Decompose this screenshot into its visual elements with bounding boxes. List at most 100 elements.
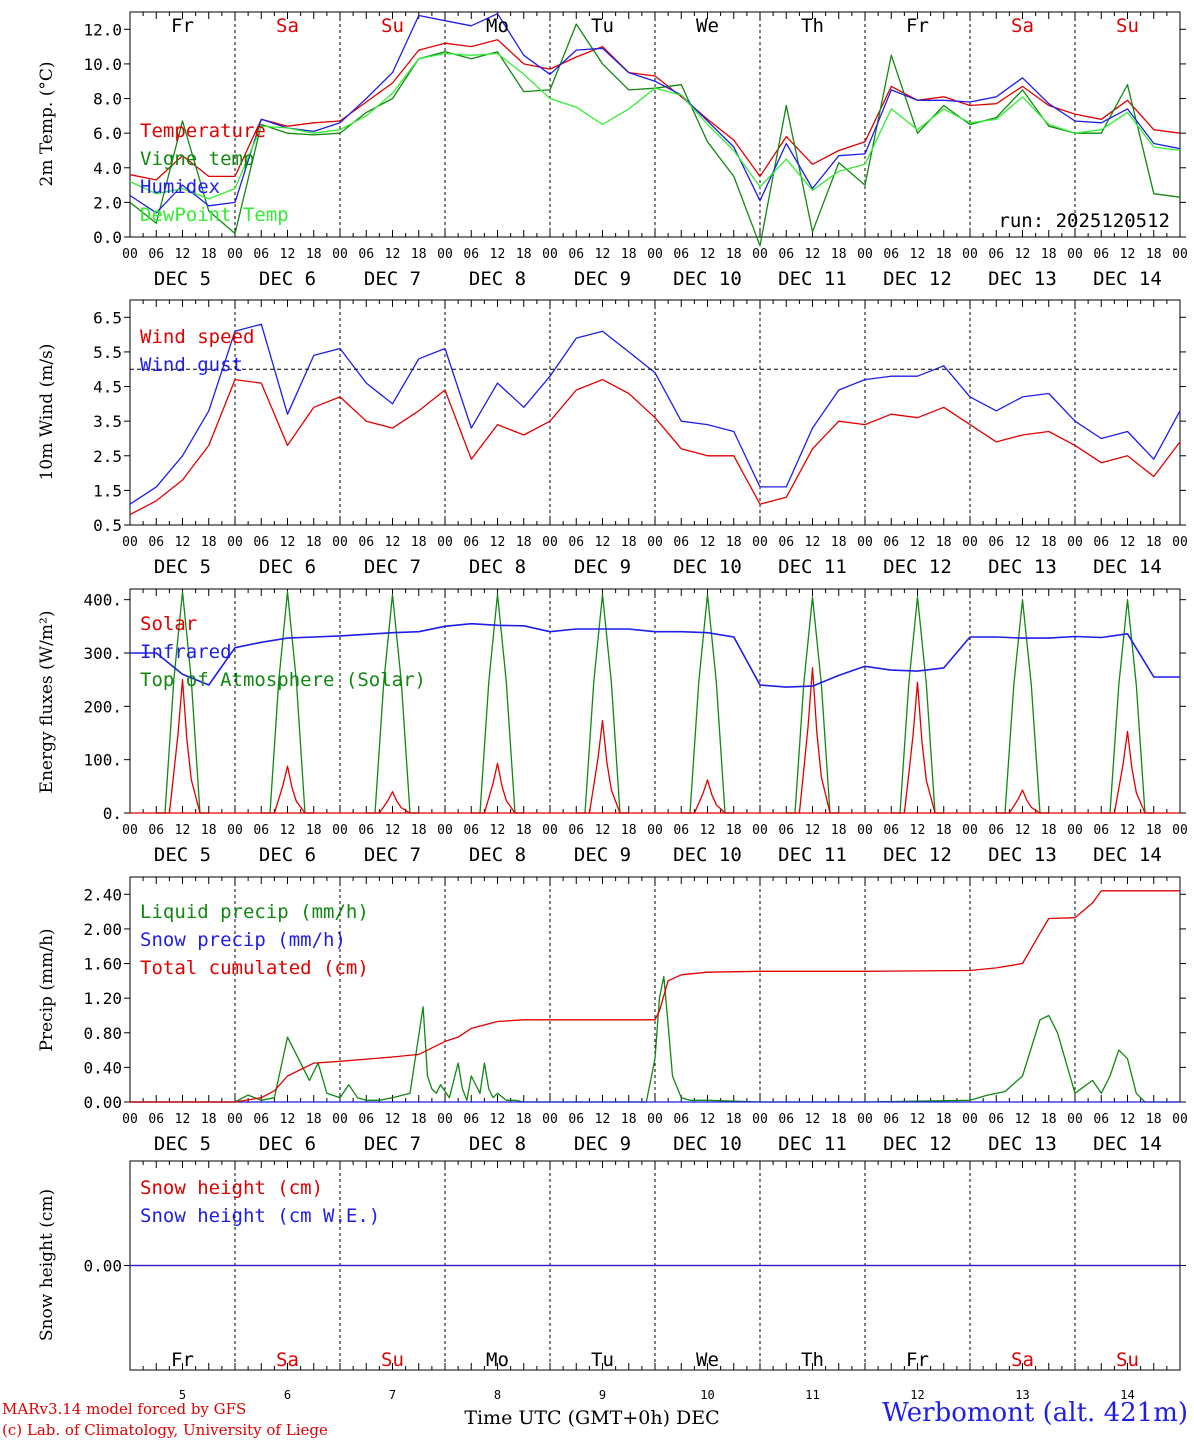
hour-label: 00 xyxy=(542,247,558,262)
legend-dewpoint-temp: DewPoint Temp xyxy=(140,204,289,226)
solar-line xyxy=(366,791,419,814)
hour-label: 12 xyxy=(175,535,191,550)
date-label: DEC 10 xyxy=(673,556,742,578)
date-label: DEC 7 xyxy=(364,844,421,866)
hour-label: 00 xyxy=(1067,1112,1083,1127)
hour-label: 12 xyxy=(595,535,611,550)
hour-label: 00 xyxy=(1067,535,1083,550)
legend-snow-height-cm: Snow height (cm) xyxy=(140,1177,323,1199)
hour-label: 12 xyxy=(1015,1112,1031,1127)
hour-label: 18 xyxy=(1041,535,1057,550)
hour-label: 18 xyxy=(621,1112,637,1127)
hour-label: 06 xyxy=(778,247,794,262)
hour-label: 12 xyxy=(1120,1112,1136,1127)
y-tick-label: 2.40 xyxy=(83,885,122,904)
y-tick-label: 1.5 xyxy=(93,481,122,500)
hour-label: 12 xyxy=(385,535,401,550)
hour-label: 12 xyxy=(1015,247,1031,262)
day-name: Fr xyxy=(906,15,929,37)
hour-label: 18 xyxy=(516,1112,532,1127)
hour-label: 12 xyxy=(490,535,506,550)
hour-label: 00 xyxy=(437,1112,453,1127)
hour-label: 12 xyxy=(385,823,401,838)
hour-label: 18 xyxy=(1041,247,1057,262)
legend-snow-height-cm-w-e: Snow height (cm W.E.) xyxy=(140,1205,380,1227)
date-label: DEC 8 xyxy=(469,1133,526,1155)
hour-label: 06 xyxy=(463,823,479,838)
day-name: Fr xyxy=(171,15,194,37)
date-label: DEC 9 xyxy=(574,268,631,290)
hour-label: 18 xyxy=(1146,823,1162,838)
hour-label: 06 xyxy=(673,247,689,262)
day-name: Sa xyxy=(1011,15,1034,37)
date-label: DEC 5 xyxy=(154,844,211,866)
legend-wind-speed: Wind speed xyxy=(140,326,254,348)
hour-label: 06 xyxy=(253,247,269,262)
hour-label: 12 xyxy=(805,1112,821,1127)
legend-wind-gust: Wind gust xyxy=(140,354,243,376)
date-label: DEC 9 xyxy=(574,1133,631,1155)
date-label: DEC 12 xyxy=(883,844,952,866)
y-tick-label: 3.5 xyxy=(93,412,122,431)
y-axis-title: Precip (mm/h) xyxy=(37,928,57,1051)
day-name: Fr xyxy=(906,1349,929,1371)
hour-label: 12 xyxy=(910,1112,926,1127)
hour-label: 12 xyxy=(175,823,191,838)
hour-label: 06 xyxy=(463,535,479,550)
date-label: DEC 6 xyxy=(259,268,316,290)
hour-label: 06 xyxy=(988,535,1004,550)
humidex-line xyxy=(129,13,1181,214)
hour-label: 18 xyxy=(1041,1112,1057,1127)
date-label: DEC 12 xyxy=(883,1133,952,1155)
hour-label: 12 xyxy=(280,823,296,838)
hour-label: 12 xyxy=(910,535,926,550)
hour-label: 18 xyxy=(306,535,322,550)
day-name: Su xyxy=(1116,1349,1139,1371)
date-label: DEC 6 xyxy=(259,844,316,866)
hour-label: 12 xyxy=(805,535,821,550)
legend-vigne-temp: Vigne temp xyxy=(140,148,254,170)
hour-label: 06 xyxy=(1093,1112,1109,1127)
hour-label: 12 xyxy=(1015,535,1031,550)
day-name: We xyxy=(696,1349,719,1371)
date-label: DEC 12 xyxy=(883,556,952,578)
hour-label: 00 xyxy=(227,247,243,262)
hour-label: 00 xyxy=(647,823,663,838)
dewpoint-temp-line xyxy=(129,52,1181,200)
date-label: DEC 14 xyxy=(1093,1133,1162,1155)
hour-label: 00 xyxy=(1172,1112,1188,1127)
model-credit: MARv3.14 model forced by GFS xyxy=(2,1400,247,1418)
hour-label: 00 xyxy=(647,1112,663,1127)
hour-label: 18 xyxy=(831,823,847,838)
station-title: Werbomont (alt. 421m) xyxy=(882,1398,1188,1428)
hour-label: 06 xyxy=(148,1112,164,1127)
hour-label: 18 xyxy=(726,535,742,550)
hour-label: 00 xyxy=(1172,247,1188,262)
hour-label: 00 xyxy=(752,535,768,550)
day-name: Sa xyxy=(1011,1349,1034,1371)
date-label: DEC 7 xyxy=(364,268,421,290)
infrared-line xyxy=(130,622,1180,688)
date-label: DEC 8 xyxy=(469,844,526,866)
date-label: DEC 7 xyxy=(364,556,421,578)
toa-solar-line xyxy=(891,596,944,814)
date-label: DEC 12 xyxy=(883,268,952,290)
hour-label: 06 xyxy=(673,1112,689,1127)
hour-label: 00 xyxy=(437,823,453,838)
y-tick-label: 12.0 xyxy=(83,20,122,39)
hour-label: 12 xyxy=(1120,247,1136,262)
day-name: We xyxy=(696,15,719,37)
hour-label: 00 xyxy=(752,1112,768,1127)
hour-label: 06 xyxy=(358,247,374,262)
hour-label: 12 xyxy=(595,823,611,838)
y-axis-title: 10m Wind (m/s) xyxy=(37,344,57,481)
date-label: DEC 5 xyxy=(154,1133,211,1155)
hour-label: 06 xyxy=(358,823,374,838)
y-tick-label: 0.00 xyxy=(83,1093,122,1112)
hour-label: 00 xyxy=(962,247,978,262)
date-label: DEC 10 xyxy=(673,268,742,290)
hour-label: 18 xyxy=(306,823,322,838)
day-number: 7 xyxy=(389,1388,396,1402)
hour-label: 12 xyxy=(490,1112,506,1127)
